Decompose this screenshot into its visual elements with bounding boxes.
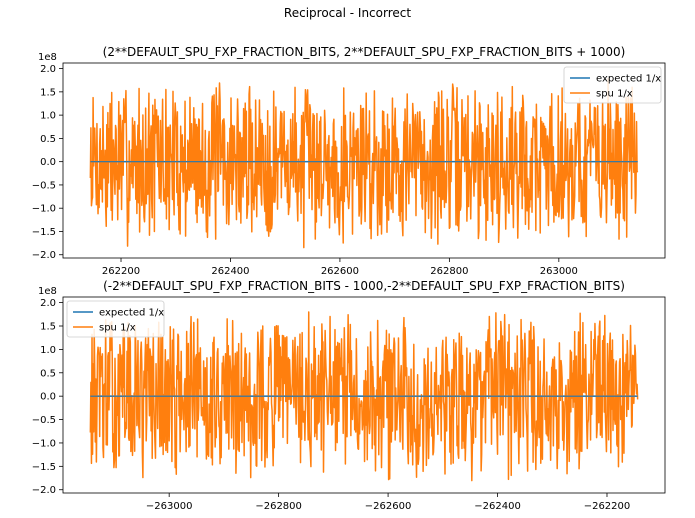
chart-panel-1: (2**DEFAULT_SPU_FXP_FRACTION_BITS, 2**DE… <box>32 45 666 277</box>
y-tick-label: −1.0 <box>32 438 56 449</box>
plot-area <box>89 311 639 482</box>
chart-panel-2: (-2**DEFAULT_SPU_FXP_FRACTION_BITS - 100… <box>32 279 666 512</box>
legend-label: spu 1/x <box>596 89 633 100</box>
y-tick-label: −2.0 <box>32 485 56 496</box>
x-tick-label: 262400 <box>211 266 249 277</box>
y-tick-label: −2.0 <box>32 250 56 261</box>
series-line-2 <box>89 77 639 249</box>
legend: expected 1/x spu 1/x <box>66 300 165 338</box>
axes-frame <box>62 62 666 259</box>
y-tick-label: −1.5 <box>32 462 56 473</box>
legend: expected 1/x spu 1/x <box>563 66 662 104</box>
x-tick-label: 262800 <box>430 266 468 277</box>
y-tick-label: 0.0 <box>40 392 56 403</box>
axes-frame <box>62 296 666 494</box>
x-tick-label: −262400 <box>474 501 521 512</box>
x-tick-label: −262600 <box>365 501 412 512</box>
x-tick-label: −262800 <box>255 501 302 512</box>
y-tick-label: 1.0 <box>40 345 56 356</box>
x-tick-label: −262200 <box>584 501 631 512</box>
x-tick-label: 262600 <box>321 266 359 277</box>
x-tick-label: 263000 <box>540 266 578 277</box>
y-multiplier-label: 1e8 <box>38 286 57 297</box>
figure-suptitle: Reciprocal - Incorrect <box>284 6 411 20</box>
plot-area <box>89 77 639 249</box>
y-tick-label: 1.5 <box>40 87 56 98</box>
y-tick-label: 0.0 <box>40 157 56 168</box>
chart-title: (-2**DEFAULT_SPU_FXP_FRACTION_BITS - 100… <box>103 279 625 293</box>
y-tick-label: −1.5 <box>32 227 56 238</box>
legend-box <box>563 66 662 104</box>
legend-label: spu 1/x <box>99 323 136 334</box>
x-tick-label: 262200 <box>102 266 140 277</box>
y-tick-label: −0.5 <box>32 415 56 426</box>
y-multiplier-label: 1e8 <box>38 52 57 63</box>
y-tick-label: 0.5 <box>40 368 56 379</box>
x-tick-label: −263000 <box>146 501 193 512</box>
y-tick-label: 2.0 <box>40 64 56 75</box>
legend-label: expected 1/x <box>99 308 164 319</box>
y-tick-label: 0.5 <box>40 134 56 145</box>
legend-label: expected 1/x <box>596 74 661 85</box>
legend-box <box>66 300 165 338</box>
y-tick-label: 2.0 <box>40 298 56 309</box>
y-tick-label: −0.5 <box>32 180 56 191</box>
chart-title: (2**DEFAULT_SPU_FXP_FRACTION_BITS, 2**DE… <box>103 45 626 59</box>
y-tick-label: 1.5 <box>40 322 56 333</box>
y-tick-label: 1.0 <box>40 111 56 122</box>
y-tick-label: −1.0 <box>32 204 56 215</box>
